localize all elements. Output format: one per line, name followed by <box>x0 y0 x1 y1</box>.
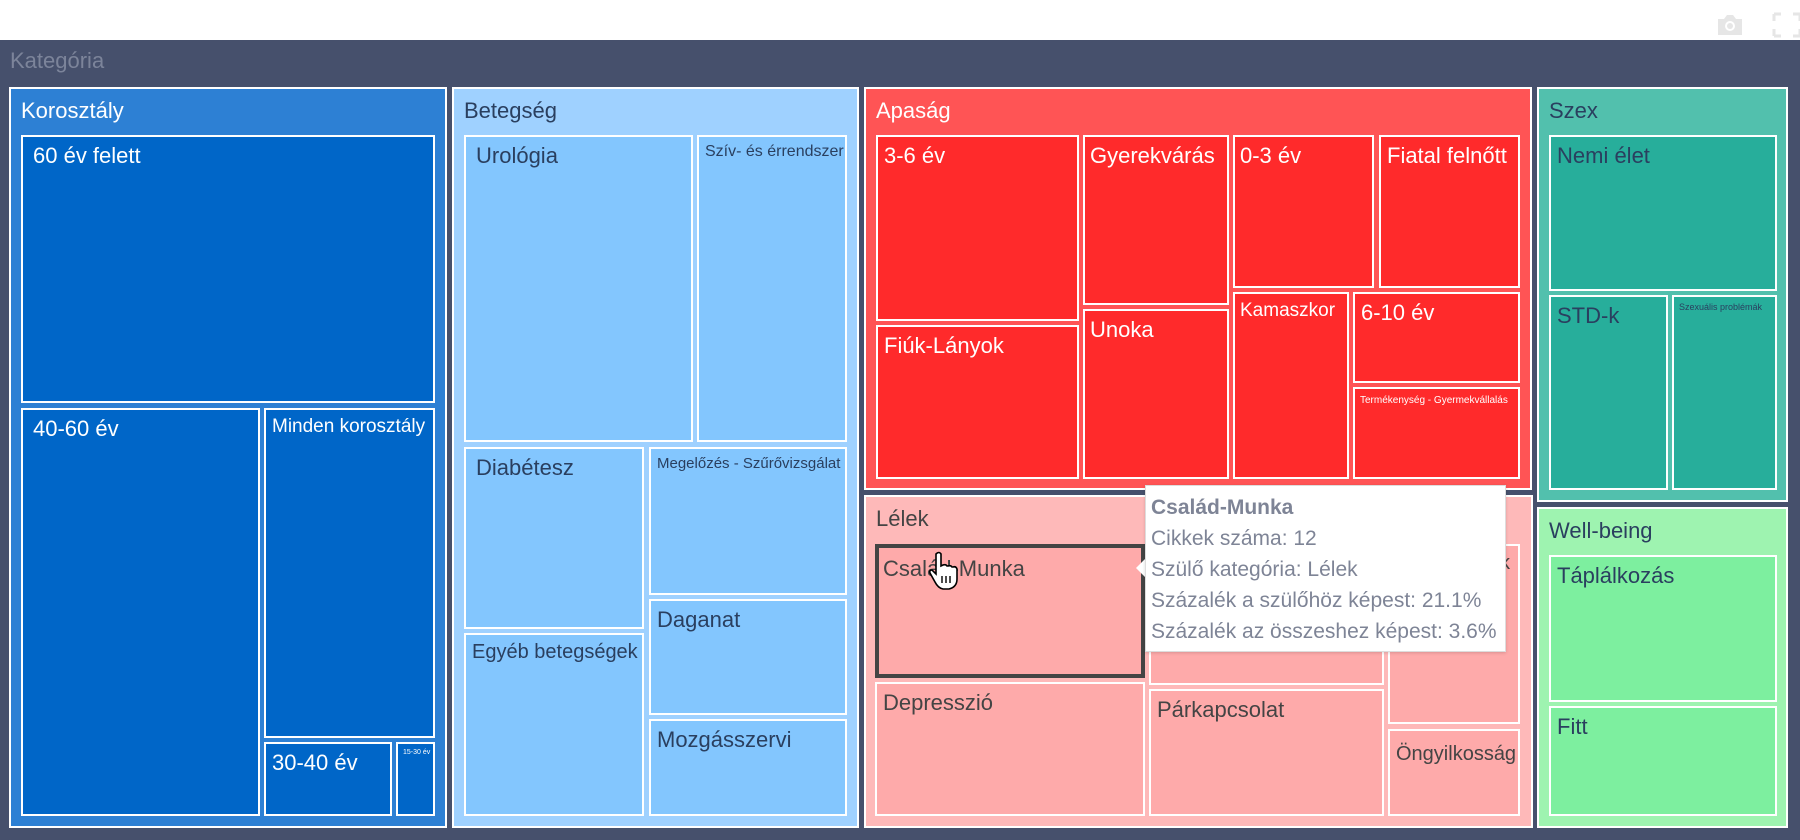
tile-label: Táplálkozás <box>1557 563 1675 588</box>
tile-gyerekvaras[interactable]: Gyerekvárás <box>1083 135 1229 305</box>
tile-label: Daganat <box>657 607 741 632</box>
tile-termekenyseg-gyermekvallalas[interactable]: Termékenység - Gyermekvállalás <box>1353 387 1520 479</box>
tile-label: Párkapcsolat <box>1157 697 1285 722</box>
tile-szexualis-problemak[interactable]: Szexuális problémák <box>1672 295 1777 490</box>
tile-label: Öngyilkosság <box>1396 743 1517 765</box>
tooltip-article-count: Cikkek száma: 12 <box>1151 527 1317 550</box>
tile-label: Szív- és érrendszer <box>705 143 844 160</box>
tile-diabetesz[interactable]: Diabétesz <box>464 447 644 629</box>
tile-label: 40-60 év <box>33 416 119 441</box>
tile-label: Diabétesz <box>476 455 574 480</box>
tile-6-10-ev[interactable]: 6-10 év <box>1353 292 1520 383</box>
tile-label: Betegség <box>464 98 557 123</box>
tile-label: 15-30 év <box>403 749 431 756</box>
tile-sziv-es-errendszer[interactable]: Szív- és érrendszer <box>697 135 847 442</box>
tile-label: Termékenység - Gyermekvállalás <box>1360 395 1508 406</box>
tile-parkapcsolat[interactable]: Párkapcsolat <box>1149 689 1384 816</box>
tile-label: Urológia <box>476 143 558 168</box>
tile-ongyilkossag[interactable]: Öngyilkosság <box>1388 729 1520 816</box>
tile-label: Depresszió <box>883 690 994 715</box>
tile-40-60-ev[interactable]: 40-60 év <box>21 408 260 816</box>
modebar <box>1680 0 1800 40</box>
camera-icon[interactable] <box>1715 12 1745 38</box>
tile-60-ev-felett[interactable]: 60 év felett <box>21 135 435 403</box>
tile-label: Nemi élet <box>1557 143 1650 168</box>
hand-cursor-icon <box>928 550 958 590</box>
tile-taplalkozas[interactable]: Táplálkozás <box>1549 555 1777 702</box>
tile-fiatal-felnott[interactable]: Fiatal felnőtt <box>1379 135 1520 288</box>
tile-nemi-elet[interactable]: Nemi élet <box>1549 135 1777 291</box>
tile-label: Well-being <box>1549 518 1653 543</box>
tile-urologia[interactable]: Urológia <box>464 135 693 442</box>
tile-kamaszkor[interactable]: Kamaszkor <box>1233 292 1349 479</box>
tile-label: 6-10 év <box>1361 300 1435 325</box>
tile-label: Apaság <box>876 98 951 123</box>
tile-label: 30-40 év <box>272 750 358 775</box>
fullscreen-icon[interactable] <box>1772 12 1800 38</box>
tile-label: Megelőzés - Szűrővizsgálat <box>657 455 841 472</box>
tile-depresszio[interactable]: Depresszió <box>875 682 1145 816</box>
tile-label: Szexuális problémák <box>1679 302 1763 312</box>
tile-label: Fiúk-Lányok <box>884 333 1004 358</box>
tile-label: Kamaszkor <box>1240 300 1336 321</box>
tile-egyeb-betegsegek[interactable]: Egyéb betegségek <box>464 633 644 816</box>
tile-label: Gyerekvárás <box>1090 143 1215 168</box>
tile-label: Szex <box>1549 98 1598 123</box>
tooltip-title: Család-Munka <box>1151 496 1294 519</box>
tile-0-3-ev[interactable]: 0-3 év <box>1233 135 1374 288</box>
tile-label: Fiatal felnőtt <box>1387 143 1507 168</box>
tile-label: Minden korosztály <box>272 416 426 437</box>
tile-label: STD-k <box>1557 303 1620 328</box>
tile-minden-korosztaly[interactable]: Minden korosztály <box>264 408 435 738</box>
tooltip-parent-category: Szülő kategória: Lélek <box>1151 558 1358 581</box>
tile-csalad-munka[interactable]: Család-Munka <box>875 544 1145 678</box>
tile-std-k[interactable]: STD-k <box>1549 295 1668 490</box>
tooltip-percent-of-total: Százalék az összeshez képest: 3.6% <box>1151 620 1497 643</box>
tile-label: Fitt <box>1557 714 1588 739</box>
tooltip-percent-of-parent: Százalék a szülőhöz képest: 21.1% <box>1151 589 1482 612</box>
tile-label: Mozgásszervi <box>657 727 792 752</box>
tile-daganat[interactable]: Daganat <box>649 599 847 715</box>
tile-label: 0-3 év <box>1240 143 1302 168</box>
tile-label: Egyéb betegségek <box>472 641 638 663</box>
treemap-root-label[interactable]: Kategória <box>10 48 105 73</box>
tile-label: Unoka <box>1090 317 1154 342</box>
tooltip-arrow <box>1136 558 1146 578</box>
tile-mozgasszervi[interactable]: Mozgásszervi <box>649 719 847 816</box>
tile-15-30-ev[interactable]: 15-30 év <box>396 742 435 816</box>
tile-label: 60 év felett <box>33 143 141 168</box>
tile-fiuk-lanyok[interactable]: Fiúk-Lányok <box>876 325 1079 479</box>
tile-label: Korosztály <box>21 98 124 123</box>
tile-fitt[interactable]: Fitt <box>1549 706 1777 816</box>
tile-label: Lélek <box>876 506 929 531</box>
tile-3-6-ev[interactable]: 3-6 év <box>876 135 1079 321</box>
tile-30-40-ev[interactable]: 30-40 év <box>264 742 392 816</box>
tile-megelozes-szurovizsgalat[interactable]: Megelőzés - Szűrővizsgálat <box>649 447 847 595</box>
tile-label: 3-6 év <box>884 143 946 168</box>
hover-tooltip: Család-Munka Cikkek száma: 12 Szülő kate… <box>1145 485 1506 652</box>
tile-unoka[interactable]: Unoka <box>1083 309 1229 479</box>
